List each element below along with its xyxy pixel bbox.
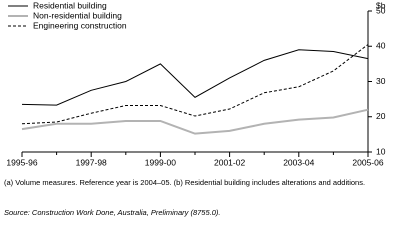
x-tick-label: 2005-06 — [352, 157, 383, 167]
y-axis-label: $b — [376, 0, 386, 10]
legend-label: Residential building — [33, 0, 107, 10]
y-tick-label: 50 — [376, 5, 386, 15]
y-tick-label: 20 — [376, 111, 386, 121]
series-line — [21, 108, 369, 135]
page: {"chart_data": { "type": "line", "y_labe… — [4, 0, 386, 217]
series-line — [21, 49, 369, 106]
source: Source: Construction Work Done, Australi… — [4, 208, 221, 217]
footnote: (a) Volume measures. Reference year is 2… — [4, 178, 366, 187]
y-tick-label: 40 — [376, 41, 386, 51]
legend-label: Engineering construction — [33, 20, 127, 30]
chart: $b 10 20 30 40 50 1995-96 1997-98 1999-00 2001-0… — [6, 0, 386, 167]
x-tick-label: 2001-02 — [214, 157, 245, 167]
y-tick-label: 10 — [376, 146, 386, 156]
legend-label: Non-residential building — [33, 10, 122, 20]
x-tick-label: 1997-98 — [76, 157, 107, 167]
y-tick-label: 30 — [376, 76, 386, 86]
x-tick-label: 2003-04 — [283, 157, 314, 167]
x-tick-label: 1999-00 — [145, 157, 176, 167]
series-line — [21, 44, 369, 125]
x-tick-label: 1995-96 — [6, 157, 37, 167]
